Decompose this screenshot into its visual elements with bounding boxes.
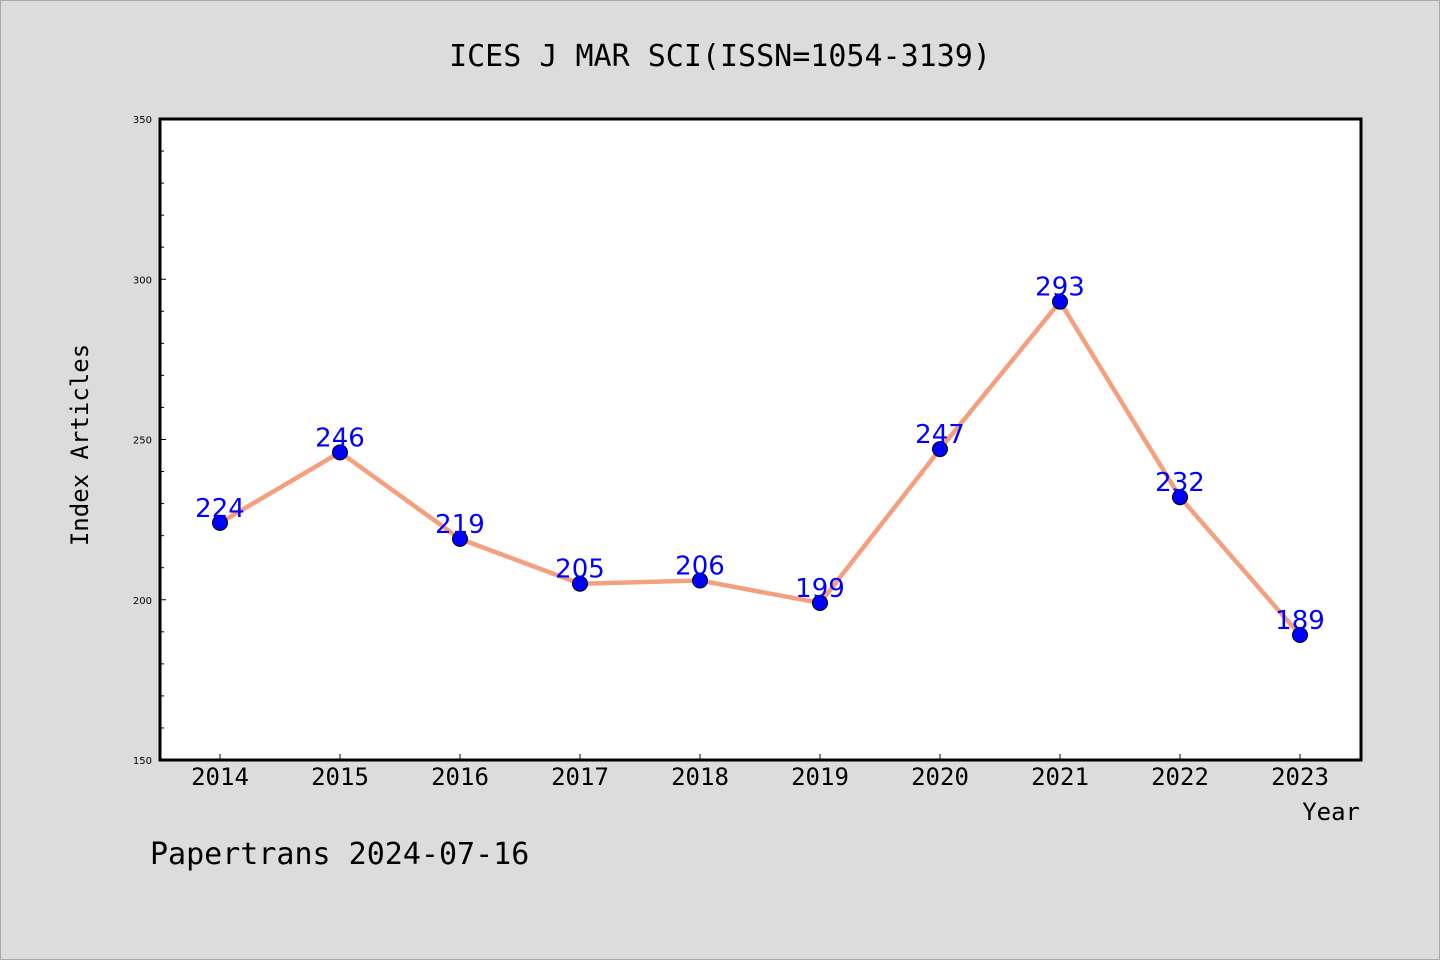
data-point <box>1052 293 1068 310</box>
footer-credit: Papertrans 2024-07-16 <box>150 837 529 872</box>
data-label: 219 <box>435 510 485 540</box>
x-tick-label: 2014 <box>191 763 249 791</box>
series-line <box>218 299 1302 637</box>
x-tick-label: 2019 <box>791 763 849 791</box>
data-label: 232 <box>1155 468 1205 498</box>
x-axis: 2014 2015 2016 2017 2018 2019 2020 2021 2022 2023 <box>191 754 1329 791</box>
y-tick-label: 300 <box>133 275 152 286</box>
data-label: 224 <box>195 494 245 524</box>
data-point <box>212 514 228 531</box>
x-tick-label: 2018 <box>671 763 729 791</box>
data-labels: 224 246 219 205 206 199 247 293 232 189 <box>195 273 1325 636</box>
data-point <box>932 441 948 458</box>
y-tick-label: 350 <box>133 115 152 126</box>
data-point <box>1292 627 1308 644</box>
x-tick-label: 2022 <box>1151 763 1209 791</box>
data-markers <box>212 293 1308 644</box>
y-axis: 150 200 250 300 350 <box>133 115 166 767</box>
chart-title: ICES J MAR SCI(ISSN=1054-3139) <box>449 39 991 74</box>
x-tick-label: 2017 <box>551 763 609 791</box>
plot-area <box>158 117 1363 762</box>
y-tick-label: 150 <box>133 756 152 767</box>
data-label: 199 <box>795 574 845 604</box>
y-tick-label: 250 <box>133 436 152 447</box>
x-tick-label: 2015 <box>311 763 369 791</box>
x-tick-label: 2016 <box>431 763 489 791</box>
data-label: 189 <box>1275 606 1325 636</box>
x-tick-label: 2020 <box>911 763 969 791</box>
x-tick-label: 2021 <box>1031 763 1089 791</box>
data-label: 206 <box>675 552 725 582</box>
y-tick-label: 200 <box>133 596 152 607</box>
data-label: 246 <box>315 423 365 453</box>
data-label: 293 <box>1035 273 1085 303</box>
data-point <box>332 444 348 461</box>
data-point <box>572 575 588 592</box>
data-label: 247 <box>915 420 965 450</box>
data-point <box>812 594 828 611</box>
y-axis-label: Index Articles <box>66 344 94 546</box>
data-point <box>452 530 468 547</box>
data-label: 205 <box>555 555 605 585</box>
data-point <box>1172 489 1188 506</box>
data-point <box>692 572 708 589</box>
x-axis-label: Year <box>1302 798 1360 826</box>
x-tick-label: 2023 <box>1271 763 1329 791</box>
